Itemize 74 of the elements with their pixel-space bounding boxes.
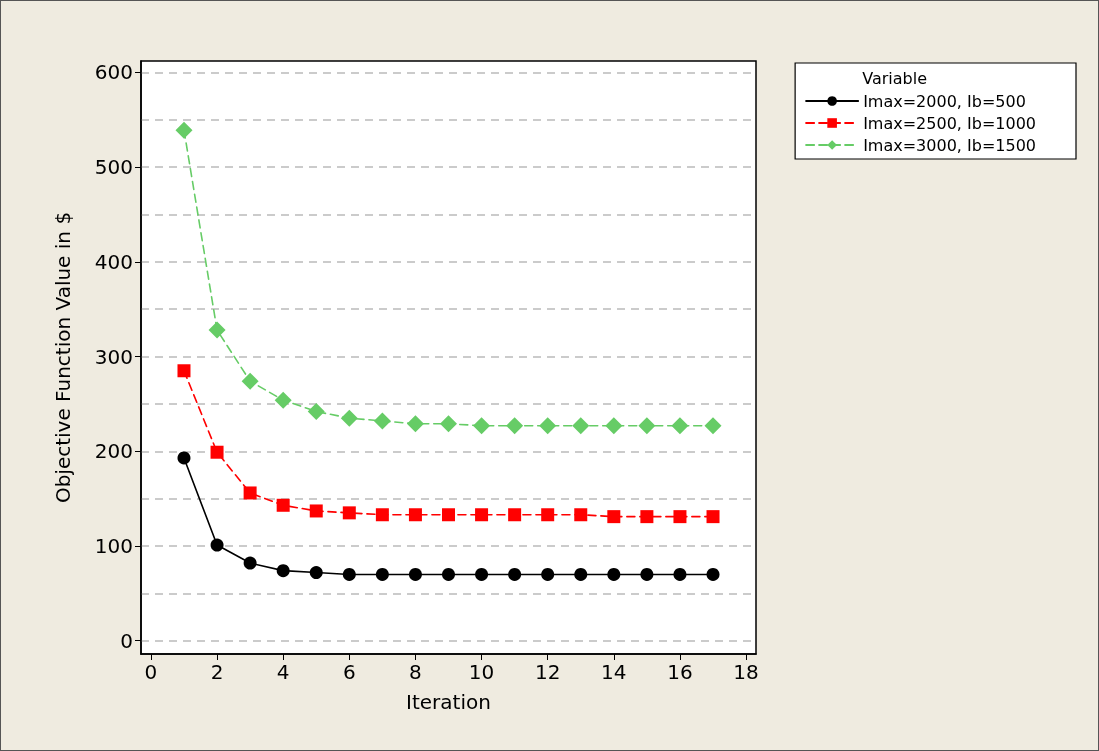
point	[177, 451, 191, 465]
point	[673, 510, 687, 524]
point	[309, 566, 323, 580]
legend-label: Imax=2000, Ib=500	[863, 91, 1026, 111]
point	[640, 510, 654, 524]
point	[210, 538, 224, 552]
point	[541, 567, 555, 581]
x-tick-label: 6	[342, 660, 356, 684]
point	[473, 417, 491, 435]
point	[408, 567, 422, 581]
point	[241, 372, 259, 390]
y-tick-label: 300	[94, 344, 133, 369]
y-tick-label: 400	[94, 249, 133, 274]
point	[276, 498, 290, 512]
point	[307, 403, 325, 420]
point	[442, 508, 455, 522]
point	[340, 409, 358, 427]
point	[508, 567, 522, 581]
point	[640, 567, 654, 581]
point	[243, 556, 257, 570]
point	[375, 567, 389, 581]
legend-title: Variable	[862, 68, 927, 88]
y-tick-label: 500	[94, 155, 133, 180]
point	[309, 504, 323, 518]
point	[177, 364, 191, 378]
y-tick-label: 100	[94, 534, 133, 559]
point	[574, 567, 588, 581]
point	[408, 508, 422, 522]
point	[706, 510, 720, 524]
point	[541, 508, 555, 522]
point	[605, 417, 623, 435]
x-tick-label: 2	[210, 660, 224, 684]
point	[607, 510, 621, 524]
point	[607, 567, 621, 581]
y-axis-title: Objective Function Value in $	[51, 211, 75, 504]
point	[673, 567, 687, 581]
point	[442, 567, 455, 581]
point	[342, 506, 356, 520]
point	[373, 412, 391, 430]
x-tick-label: 14	[601, 660, 627, 684]
x-axis-title: Iteration	[406, 690, 491, 714]
x-tick-label: 4	[276, 660, 290, 684]
point	[175, 121, 193, 139]
x-tick-label: 8	[409, 660, 422, 684]
point	[572, 417, 590, 435]
point	[208, 321, 226, 339]
point	[440, 415, 457, 433]
point	[274, 391, 292, 409]
point	[671, 417, 689, 435]
x-tick-label: 16	[667, 660, 693, 684]
point	[210, 445, 224, 459]
point	[375, 508, 389, 522]
legend-label: Imax=2500, Ib=1000	[863, 113, 1036, 133]
point	[243, 486, 257, 500]
point	[539, 417, 557, 435]
point	[475, 567, 489, 581]
x-tick-label: 12	[534, 660, 561, 684]
point	[574, 508, 588, 522]
point	[342, 567, 356, 581]
point	[508, 508, 522, 522]
point	[506, 417, 524, 435]
point	[276, 564, 290, 578]
y-tick-label: 200	[94, 439, 133, 464]
point	[475, 508, 489, 522]
point	[704, 417, 722, 435]
y-tick-label: 600	[94, 60, 133, 85]
point	[406, 415, 424, 433]
point	[638, 417, 656, 435]
x-tick-label: 0	[144, 660, 158, 684]
x-tick-label: 18	[733, 660, 759, 684]
point	[706, 567, 720, 581]
x-tick-label: 10	[468, 660, 495, 684]
legend-label: Imax=3000, Ib=1500	[863, 135, 1036, 155]
y-tick-label: 0	[120, 628, 133, 653]
